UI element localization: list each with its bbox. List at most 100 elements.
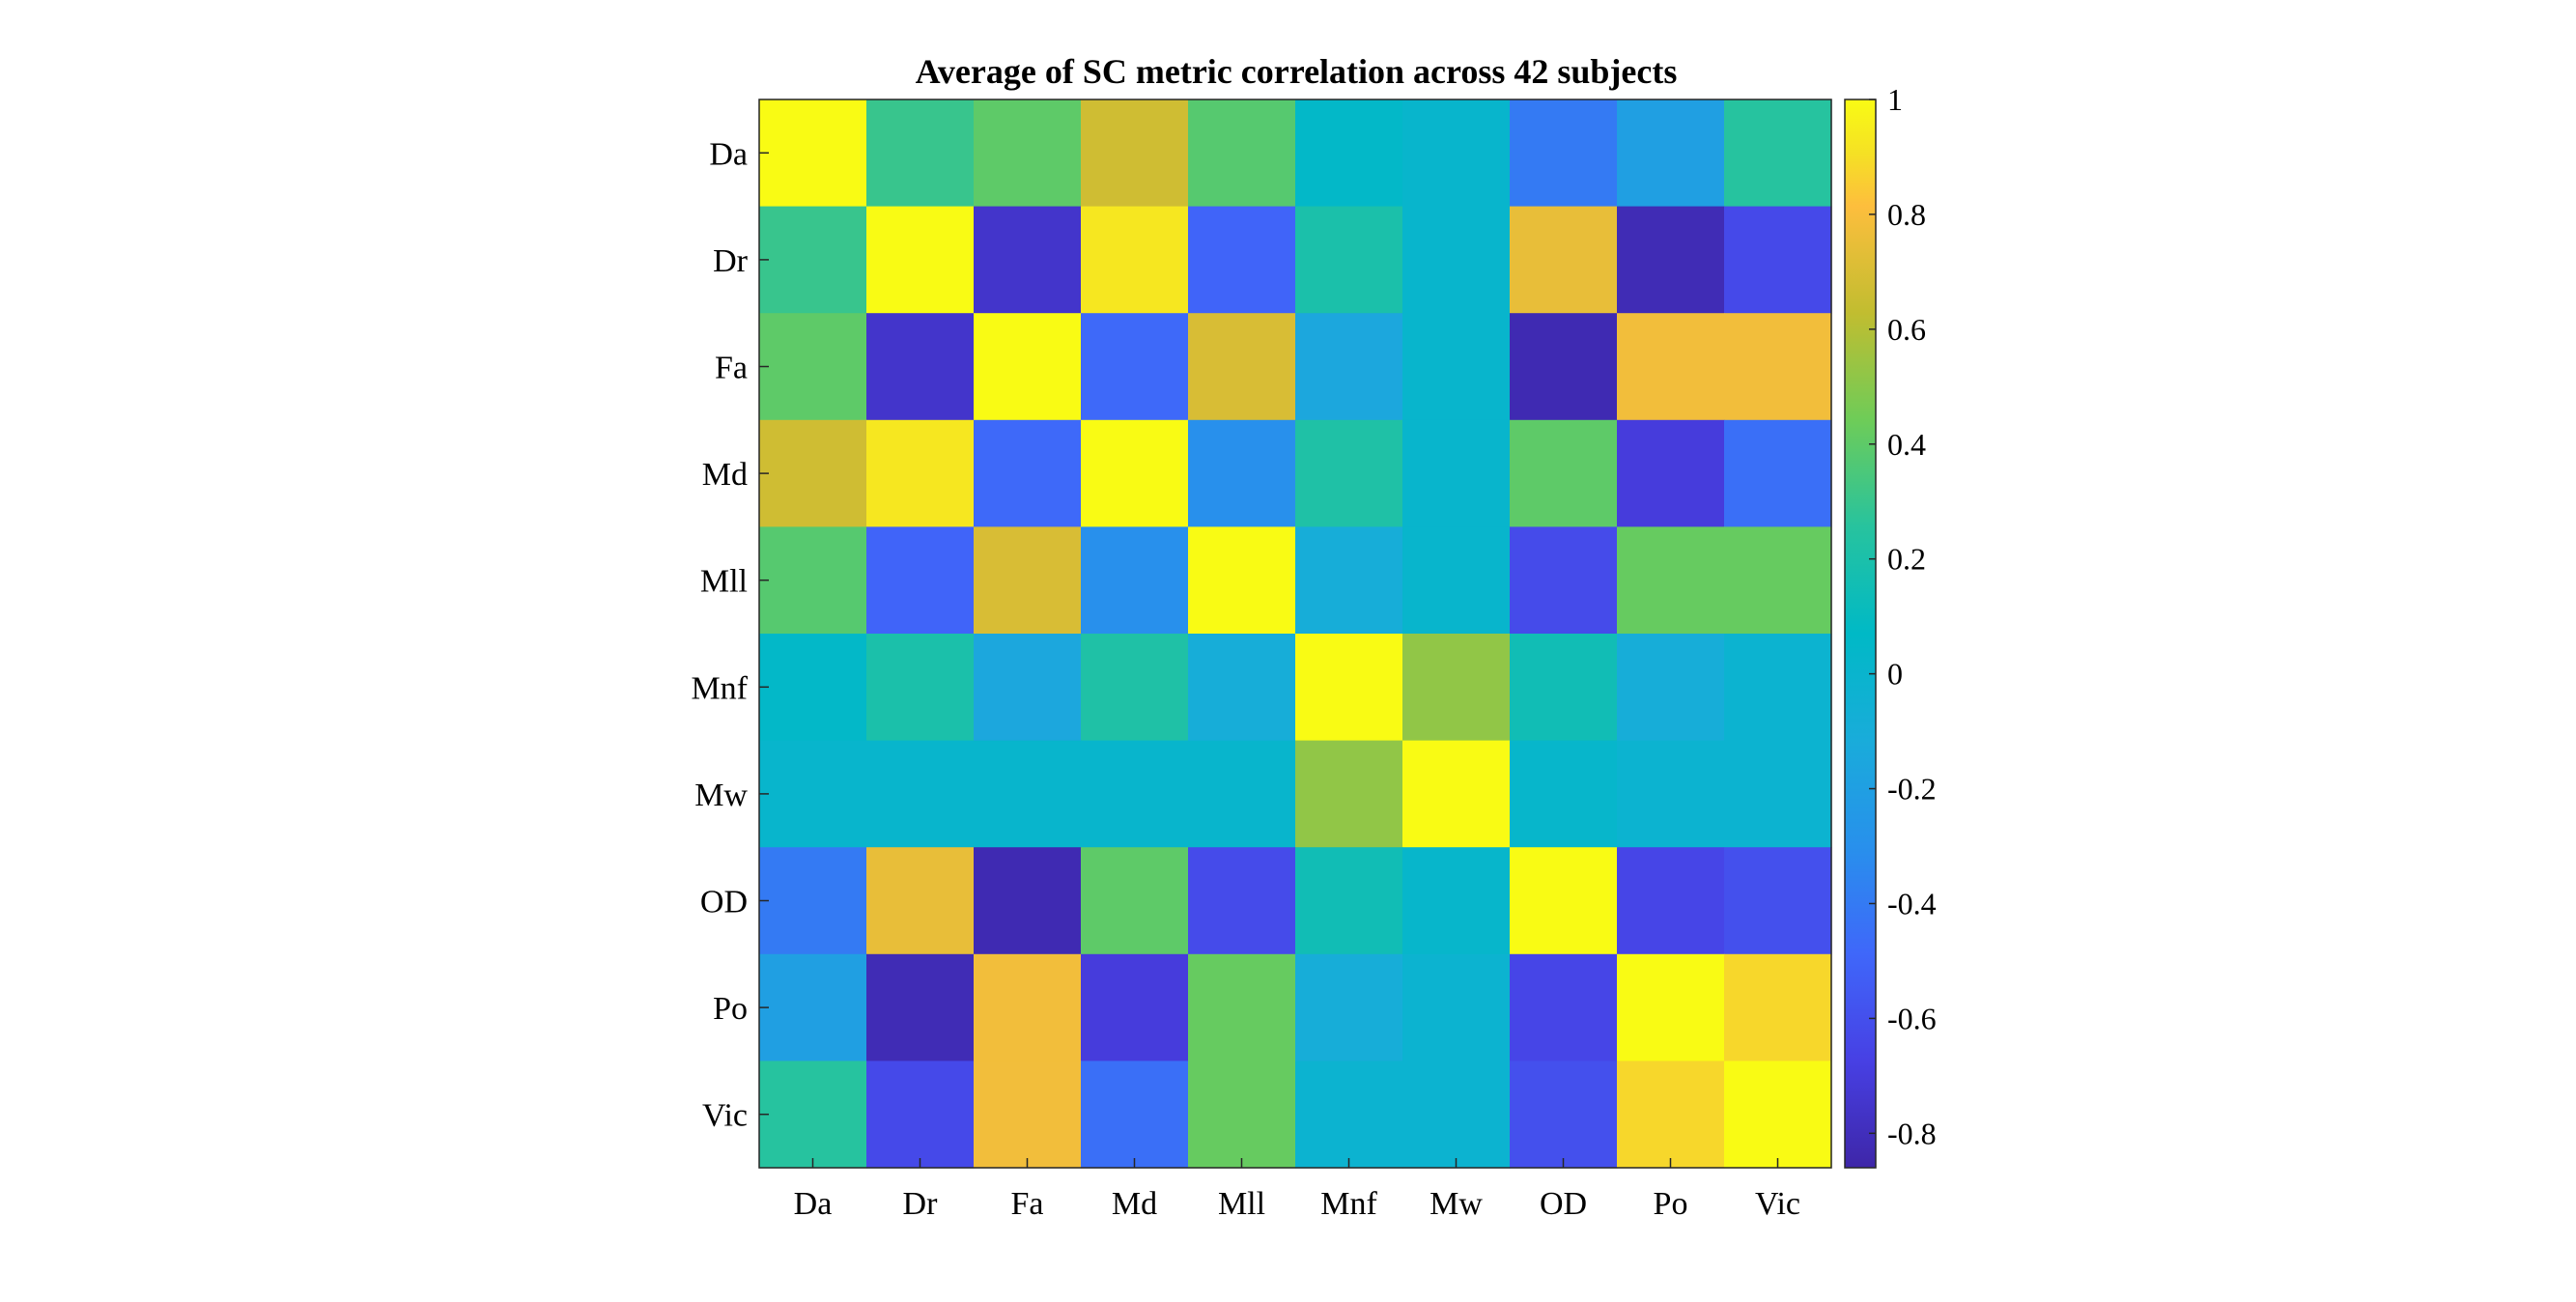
- heatmap-cell: [974, 526, 1082, 635]
- heatmap-cell: [1188, 953, 1296, 1061]
- heatmap-cell: [1188, 1061, 1296, 1169]
- heatmap-cell: [866, 847, 975, 955]
- heatmap-cell: [974, 419, 1082, 527]
- heatmap-cell: [1295, 953, 1403, 1061]
- heatmap-cell: [1081, 526, 1189, 635]
- colorbar-tick-label: -0.2: [1887, 772, 1937, 807]
- heatmap-cell: [1188, 526, 1296, 635]
- x-axis-tick-labels: Da Dr Fa Md Mll Mnf Mw OD Po Vic: [794, 1158, 1800, 1222]
- heatmap-cell: [1617, 740, 1725, 848]
- colorbar-tick-label: 0.6: [1887, 312, 1926, 347]
- heatmap-cell: [1188, 419, 1296, 527]
- heatmap-cell: [1295, 99, 1403, 208]
- heatmap-cell: [974, 1061, 1082, 1169]
- heatmap-cell: [1724, 847, 1832, 955]
- heatmap-cell: [1295, 1061, 1403, 1169]
- heatmap-cells: [759, 99, 1832, 1169]
- x-tick-label: Md: [1112, 1186, 1157, 1222]
- heatmap-cell: [1724, 526, 1832, 635]
- x-tick-label: Mnf: [1320, 1186, 1377, 1222]
- heatmap-cell: [1081, 634, 1189, 742]
- heatmap-cell: [1617, 526, 1725, 635]
- heatmap-cell: [1617, 1061, 1725, 1169]
- colorbar-tick-label: -0.4: [1887, 886, 1937, 920]
- heatmap-cell: [1402, 847, 1511, 955]
- heatmap-cell: [1081, 206, 1189, 314]
- heatmap-cell: [1081, 313, 1189, 421]
- heatmap-cell: [1724, 206, 1832, 314]
- colorbar-tick-label: 0.4: [1887, 427, 1926, 462]
- heatmap-cell: [1081, 953, 1189, 1061]
- heatmap-cell: [974, 740, 1082, 848]
- heatmap-cell: [1295, 740, 1403, 848]
- heatmap-cell: [1402, 740, 1511, 848]
- heatmap-cell: [1081, 740, 1189, 848]
- y-tick-label: Dr: [713, 243, 749, 279]
- heatmap-cell: [759, 740, 867, 848]
- heatmap-cell: [1402, 634, 1511, 742]
- y-tick-label: Mw: [694, 778, 748, 813]
- colorbar-tick-label: 1: [1887, 82, 1903, 117]
- heatmap-cell: [1081, 1061, 1189, 1169]
- heatmap-cell: [1295, 526, 1403, 635]
- heatmap-cell: [1081, 99, 1189, 208]
- heatmap-cell: [1402, 206, 1511, 314]
- heatmap-cell: [1617, 634, 1725, 742]
- heatmap-cell: [1724, 419, 1832, 527]
- heatmap-cell: [1510, 740, 1618, 848]
- x-tick-label: Fa: [1011, 1186, 1044, 1222]
- heatmap-cell: [1617, 206, 1725, 314]
- heatmap-cell: [759, 634, 867, 742]
- y-tick-label: OD: [700, 885, 748, 920]
- heatmap-cell: [1617, 419, 1725, 527]
- heatmap-cell: [759, 1061, 867, 1169]
- plot-frame: [758, 99, 1832, 1169]
- heatmap-cell: [866, 1061, 975, 1169]
- heatmap-cell: [759, 313, 867, 421]
- heatmap-cell: [759, 953, 867, 1061]
- colorbar-tick-label: -0.6: [1887, 1001, 1937, 1035]
- x-tick-label: Mw: [1430, 1186, 1483, 1222]
- y-axis-tick-labels: Da Dr Fa Md Mll Mnf Mw OD Po Vic: [691, 136, 769, 1134]
- heatmap-cell: [1617, 313, 1725, 421]
- heatmap-cell: [1402, 526, 1511, 635]
- heatmap-cell: [1510, 953, 1618, 1061]
- heatmap-cell: [1295, 847, 1403, 955]
- x-tick-label: Dr: [903, 1186, 939, 1222]
- heatmap-cell: [866, 99, 975, 208]
- heatmap-cell: [1510, 206, 1618, 314]
- x-tick-label: OD: [1540, 1186, 1587, 1222]
- heatmap-cell: [1510, 99, 1618, 208]
- heatmap-cell: [1081, 419, 1189, 527]
- heatmap-cell: [1724, 953, 1832, 1061]
- heatmap-cell: [1402, 1061, 1511, 1169]
- heatmap-cell: [1402, 419, 1511, 527]
- colorbar-tick-label: 0.8: [1887, 197, 1926, 232]
- heatmap-cell: [1617, 953, 1725, 1061]
- heatmap-cell: [1188, 313, 1296, 421]
- x-tick-label: Mll: [1218, 1186, 1265, 1222]
- heatmap-cell: [1402, 313, 1511, 421]
- heatmap-cell: [1510, 313, 1618, 421]
- y-tick-label: Po: [713, 991, 748, 1027]
- heatmap-cell: [866, 313, 975, 421]
- y-tick-label: Mll: [700, 564, 748, 600]
- heatmap-cell: [1724, 634, 1832, 742]
- heatmap-cell: [974, 99, 1082, 208]
- heatmap-cell: [1188, 206, 1296, 314]
- heatmap-cell: [974, 953, 1082, 1061]
- colorbar-tick-label: -0.8: [1887, 1116, 1937, 1150]
- y-tick-label: Da: [709, 136, 748, 172]
- heatmap-cell: [974, 634, 1082, 742]
- heatmap-cell: [1402, 953, 1511, 1061]
- heatmap-cell: [1510, 1061, 1618, 1169]
- heatmap-cell: [974, 847, 1082, 955]
- heatmap-cell: [1295, 313, 1403, 421]
- heatmap-cell: [1295, 634, 1403, 742]
- heatmap-cell: [866, 634, 975, 742]
- heatmap-cell: [1724, 1061, 1832, 1169]
- heatmap-cell: [1402, 99, 1511, 208]
- heatmap-cell: [1295, 206, 1403, 314]
- heatmap-cell: [974, 313, 1082, 421]
